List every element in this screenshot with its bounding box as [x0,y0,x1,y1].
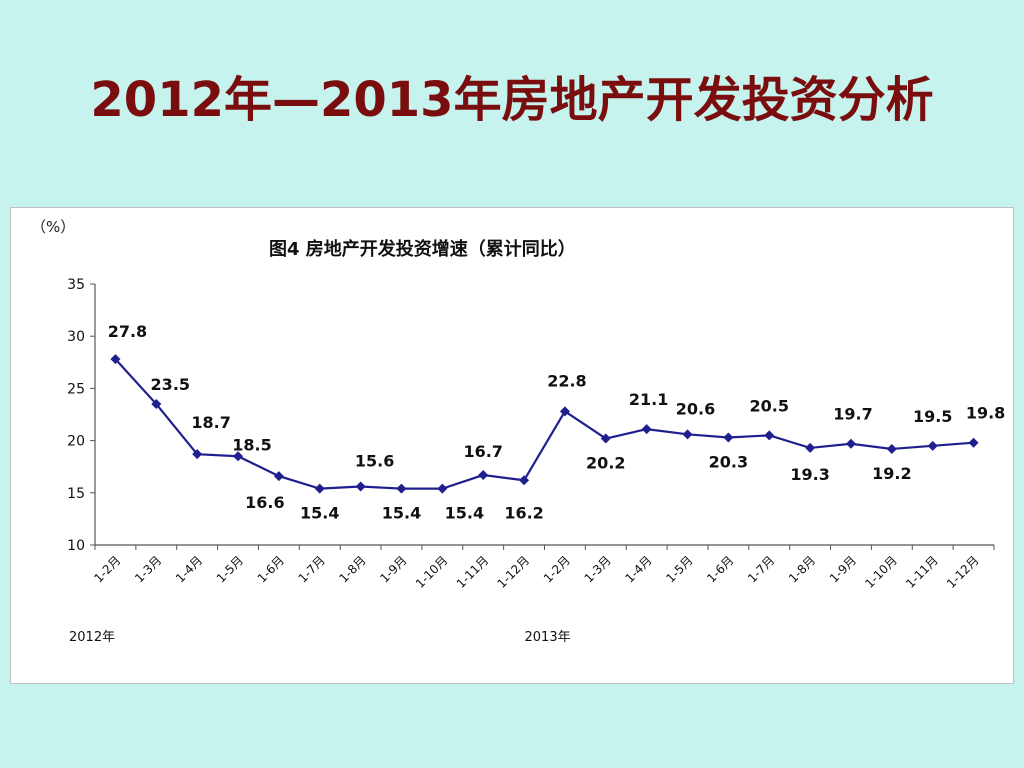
data-point [355,481,366,492]
data-label: 16.2 [504,503,543,522]
data-point [273,471,284,482]
x-tick-label: 1-2月 [541,553,573,585]
data-label: 15.4 [382,504,421,523]
data-label: 22.8 [547,371,586,390]
x-tick-label: 1-3月 [582,553,614,585]
data-point [151,399,162,410]
x-tick-label: 1-10月 [413,553,451,591]
x-tick-label: 1-10月 [862,553,900,591]
data-label: 16.6 [245,493,284,512]
data-point [519,475,530,486]
data-point [764,430,775,441]
x-tick-label: 1-4月 [173,553,205,585]
data-point [927,440,938,451]
y-tick-label: 10 [67,538,85,554]
x-tick-label: 1-12月 [944,553,982,591]
x-tick-label: 1-8月 [336,553,368,585]
data-point [396,483,407,494]
data-label: 20.2 [586,454,625,473]
data-label: 19.3 [790,465,829,484]
data-point [805,442,816,453]
series-group [110,354,979,494]
data-point [723,432,734,443]
data-point [641,424,652,435]
x-tick-label: 1-9月 [377,553,409,585]
data-label: 15.4 [445,504,484,523]
data-point [682,429,693,440]
x-tick-label: 1-3月 [132,553,164,585]
x-tick-label: 1-7月 [745,553,777,585]
data-label: 19.2 [872,464,911,483]
data-point [968,437,979,448]
data-point [192,449,203,460]
data-point [437,483,448,494]
series-line [114,358,974,490]
data-point [600,433,611,444]
data-label: 15.6 [355,452,394,471]
y-axis-ticks: 10 15 20 25 30 35 [67,277,95,554]
data-label: 19.7 [833,405,872,424]
y-tick-label: 20 [67,434,85,450]
data-point [886,443,897,454]
x-tick-label: 1-2月 [91,553,123,585]
year-label: 2012年 [69,630,115,645]
y-tick-label: 30 [67,329,85,345]
data-label: 15.4 [300,504,339,523]
chart-title: 图4 房地产开发投资增速（累计同比） [269,238,576,260]
y-tick-label: 35 [67,277,85,293]
x-tick-label: 1-4月 [623,553,655,585]
data-label: 20.5 [750,396,789,415]
data-label: 19.5 [913,407,952,426]
x-tick-label: 1-6月 [704,553,736,585]
data-label: 23.5 [151,375,190,394]
year-labels: 2012年 2013年 [69,630,571,645]
y-tick-label: 25 [67,381,85,397]
data-point [478,470,489,481]
data-point [559,406,570,417]
slide-title: 2012年—2013年房地产开发投资分析 [90,72,934,128]
data-point [110,354,121,365]
x-tick-label: 1-6月 [255,553,287,585]
chart-panel: （%） 图4 房地产开发投资增速（累计同比） 10 15 20 25 30 35 1-2月… [10,207,1014,684]
data-label: 27.8 [108,322,147,341]
x-tick-label: 1-5月 [214,553,246,585]
x-tick-label: 1-11月 [903,553,941,591]
data-label: 18.7 [191,413,230,432]
x-tick-label: 1-5月 [663,553,695,585]
data-label: 21.1 [629,390,668,409]
y-tick-label: 15 [67,486,85,502]
data-label: 20.6 [676,399,715,418]
data-label: 20.3 [709,452,748,471]
data-label: 16.7 [463,442,502,461]
x-tick-label: 1-9月 [827,553,859,585]
data-label: 19.8 [966,404,1005,423]
unit-label: （%） [31,218,75,236]
line-chart: （%） 图4 房地产开发投资增速（累计同比） 10 15 20 25 30 35 1-2月… [31,218,1006,645]
x-axis-ticks: 1-2月 1-3月 1-4月 1-5月 1-6月 1-7月 1-8月 1-9月 1-10月 1-1… [91,545,995,591]
x-tick-label: 1-8月 [786,553,818,585]
x-tick-label: 1-11月 [454,553,492,591]
data-point [314,483,325,494]
data-point [233,451,244,462]
data-labels: 27.8 23.518.718.5 16.6 15.4 15.6 15.4 15.4 16.7… [108,322,1006,522]
x-tick-label: 1-12月 [495,553,533,591]
x-tick-label: 1-7月 [296,553,328,585]
data-point [845,438,856,449]
data-label: 18.5 [232,435,271,454]
year-label: 2013年 [525,630,571,645]
